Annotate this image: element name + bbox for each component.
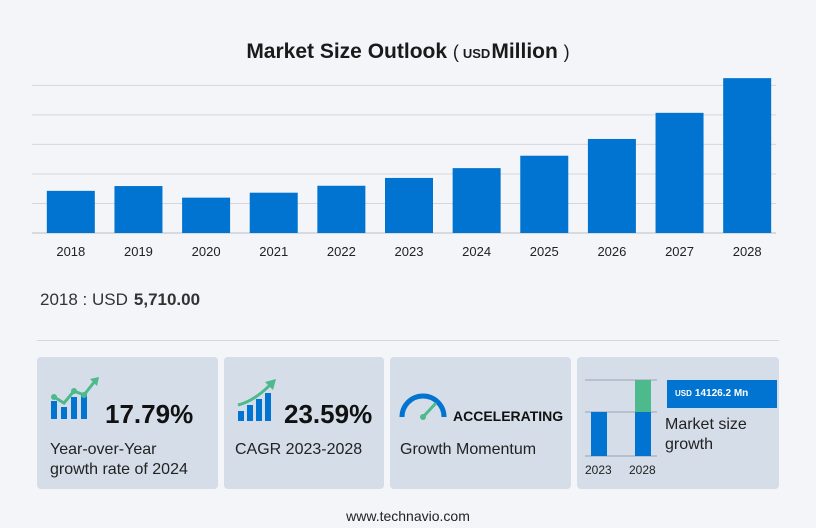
title-open-paren: ( bbox=[452, 42, 459, 62]
bar bbox=[385, 177, 433, 233]
speedometer-icon bbox=[399, 393, 447, 420]
momentum-value: ACCELERATING bbox=[453, 408, 564, 424]
growth-chart-icon bbox=[51, 377, 99, 419]
bar bbox=[249, 192, 298, 233]
x-tick-label: 2023 bbox=[395, 244, 424, 259]
base-year-value: 2018 : USD 5,710.00 bbox=[40, 290, 200, 310]
x-tick-label: 2022 bbox=[327, 244, 356, 259]
momentum-label: Growth Momentum bbox=[400, 441, 537, 458]
bar bbox=[114, 186, 163, 233]
growth-label-line1: Market size bbox=[665, 416, 747, 433]
cagr-card: 23.59% CAGR 2023-2028 bbox=[224, 357, 384, 489]
title-unit: Million bbox=[491, 40, 558, 63]
x-tick-label: 2024 bbox=[462, 244, 491, 259]
x-tick-label: 2026 bbox=[597, 244, 626, 259]
x-tick-label: 2021 bbox=[259, 244, 288, 259]
growth-badge: USD 14126.2 Mn bbox=[667, 380, 777, 408]
growth-label: Market size growth bbox=[665, 415, 775, 455]
growth-badge-value: 14126.2 Mn bbox=[694, 388, 749, 399]
yoy-value: 17.79% bbox=[105, 399, 194, 429]
bar bbox=[655, 112, 704, 233]
bar bbox=[317, 185, 366, 233]
yoy-card: 17.79% Year-over-Year growth rate of 202… bbox=[37, 357, 218, 489]
x-tick-label: 2025 bbox=[530, 244, 559, 259]
mini-bar-increment bbox=[635, 380, 651, 412]
yoy-label-line1: Year-over-Year bbox=[50, 441, 157, 458]
growth-year-start: 2023 bbox=[585, 463, 612, 477]
momentum-card: ACCELERATING Growth Momentum bbox=[390, 357, 571, 489]
bar bbox=[723, 78, 772, 234]
growth-year-end: 2028 bbox=[629, 463, 656, 477]
footer-url: www.technavio.com bbox=[346, 508, 470, 524]
bar-chart: 2018 2019 2020 2021 2022 2023 2024 2025 2026 2027… bbox=[32, 78, 776, 259]
divider bbox=[37, 340, 779, 341]
title-currency: USD bbox=[462, 46, 491, 61]
growth-card: 2023 2028 USD 14126.2 Mn Market size grow… bbox=[577, 357, 779, 489]
cagr-value: 23.59% bbox=[284, 399, 373, 429]
bar bbox=[46, 190, 95, 233]
growth-badge-currency: USD bbox=[675, 389, 692, 398]
x-tick-label: 2020 bbox=[192, 244, 221, 259]
bar bbox=[182, 197, 231, 233]
yoy-label-line2: growth rate of 2024 bbox=[50, 461, 188, 478]
title-text: Market Size Outlook bbox=[246, 40, 448, 63]
x-tick-label: 2027 bbox=[665, 244, 694, 259]
cagr-label: CAGR 2023-2028 bbox=[235, 441, 363, 458]
growth-label-line2: growth bbox=[665, 436, 714, 453]
base-year-amount: 5,710.00 bbox=[133, 290, 201, 309]
bar bbox=[587, 138, 636, 233]
bar-growth-icon bbox=[237, 379, 276, 421]
mini-bar-start bbox=[591, 412, 607, 456]
x-tick-label: 2018 bbox=[56, 244, 85, 259]
chart-title: Market Size Outlook (USDMillion ) bbox=[0, 40, 816, 64]
growth-mini-chart bbox=[585, 379, 657, 457]
x-tick-label: 2028 bbox=[733, 244, 762, 259]
bar bbox=[452, 168, 501, 233]
mini-bar-end bbox=[635, 412, 651, 456]
base-year-label: 2018 : USD bbox=[40, 290, 128, 309]
title-close-paren: ) bbox=[563, 42, 570, 62]
bar bbox=[520, 155, 569, 233]
x-tick-label: 2019 bbox=[124, 244, 153, 259]
